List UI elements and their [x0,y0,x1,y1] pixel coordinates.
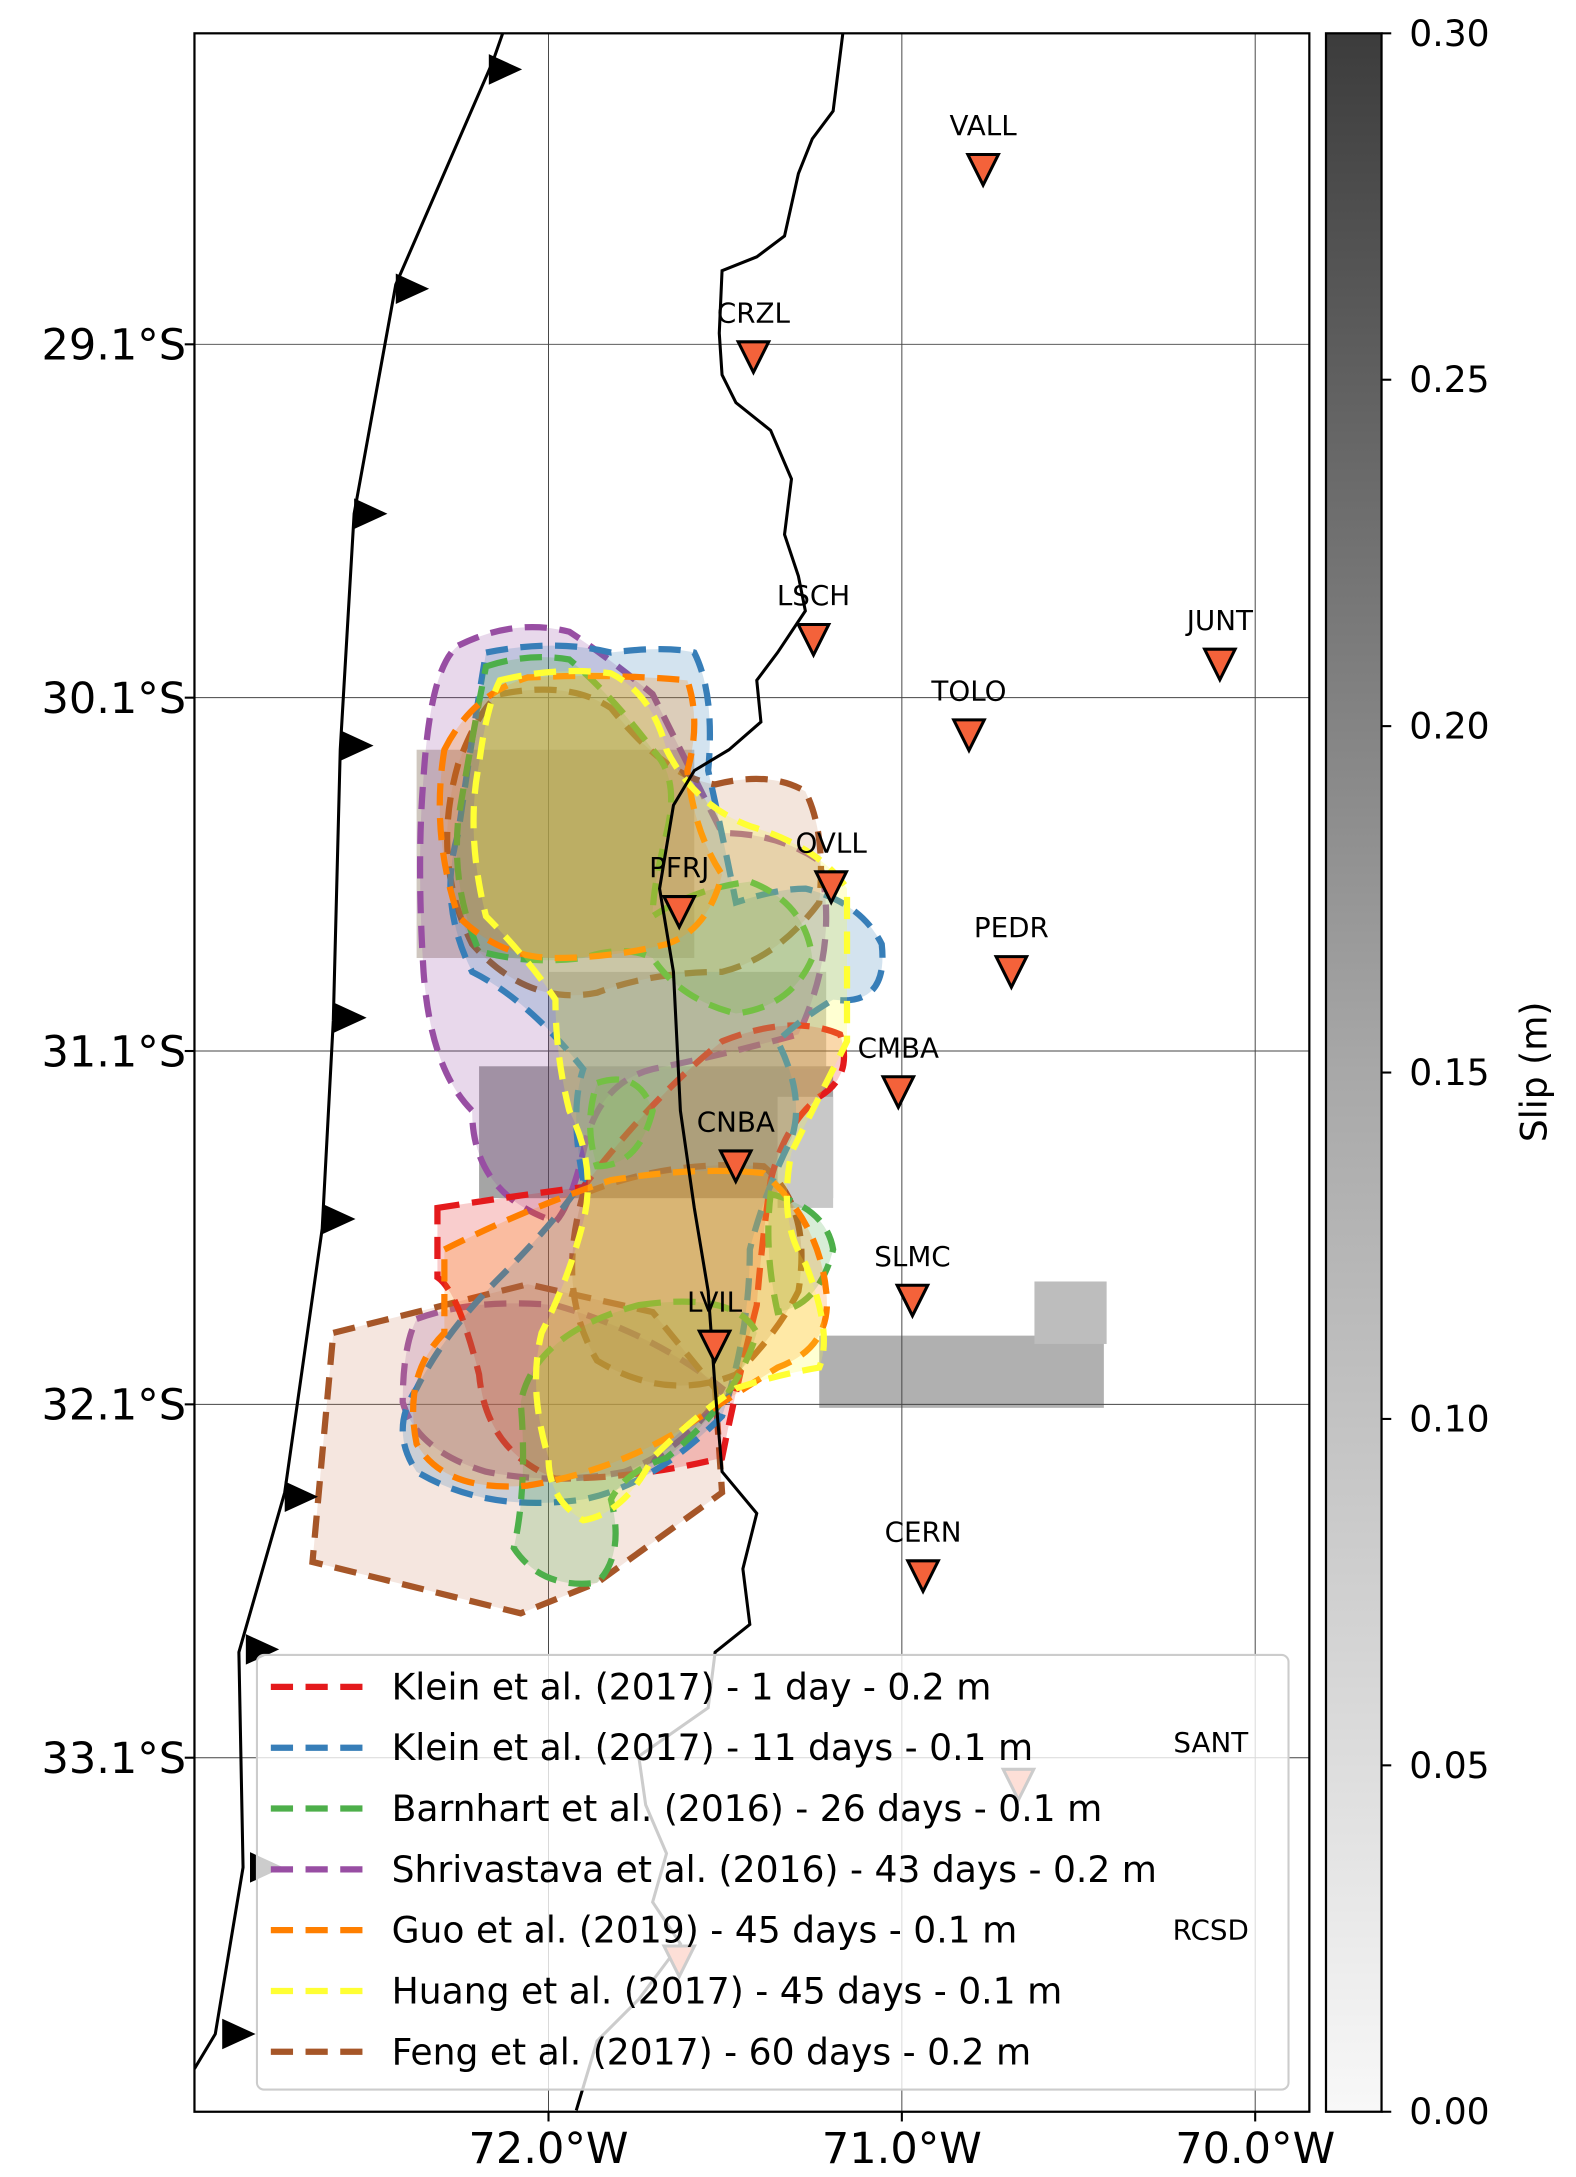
colorbar-tick-label: 0.00 [1409,2091,1489,2133]
trench-tooth [354,498,388,529]
axis-ticks: 72.0°W 71.0°W 70.0°W 29.1°S 30.1°S 31.1°S 32.1… [41,321,1335,2175]
station-label: CRZL [717,296,791,329]
trench-tooth [340,730,374,761]
legend-entry: Barnhart et al. (2016) - 26 days - 0.1 m [270,1788,1103,1830]
legend-label: Guo et al. (2019) - 45 days - 0.1 m [392,1910,1018,1952]
station-marker-icon [1202,647,1238,684]
y-tick-label: 29.1°S [41,321,186,371]
legend-label: Feng et al. (2017) - 60 days - 0.2 m [392,2031,1031,2073]
trench-tooth [488,54,523,85]
contour-klein-11days [399,642,886,1506]
colorbar-tick-label: 0.05 [1409,1745,1489,1787]
station-label: CERN [885,1515,962,1548]
station-marker-icon [696,1329,733,1366]
station-marker-icon [880,1075,917,1111]
colorbar-gradient [1324,32,1383,2113]
station-marker-icon [965,152,1001,189]
station-pfrj: PFRJ [649,851,709,931]
station-marker-icon [795,622,832,659]
station-marker-icon [813,870,849,906]
contour-huang [470,667,851,1524]
legend-label: Huang et al. (2017) - 45 days - 0.1 m [392,1970,1063,2012]
station-ovll: OVLL [796,826,868,906]
station-cnba: CNBA [697,1106,775,1185]
trench-tooth [395,273,430,305]
station-lvil: LVIL [687,1286,743,1366]
colorbar-tick-label: 0.15 [1409,1052,1489,1094]
map-frame [193,32,1311,2113]
station-label: LSCH [777,579,850,612]
station-marker-icon [718,1149,754,1185]
contour-shrivastava [416,624,830,1226]
trench-tooth [245,1634,280,1665]
station-junt: JUNT [1185,604,1254,684]
station-slmc: SLMC [874,1240,951,1320]
station-vall: VALL [950,109,1018,189]
station-marker-icon [993,955,1030,991]
station-cern: CERN [885,1515,962,1595]
contour-feng-south [309,1281,726,1617]
contour-barnhart [453,654,837,1587]
station-marker-icon [905,1559,941,1595]
station-label: SLMC [874,1240,950,1273]
legend-label: Klein et al. (2017) - 11 days - 0.1 m [392,1727,1034,1769]
contour-feng-north [444,686,825,999]
slip-contours [309,624,886,1617]
legend-entry: Guo et al. (2019) - 45 days - 0.1 m [270,1910,1018,1952]
trench-tooth [333,1002,367,1033]
colorbar-tick-label: 0.30 [1409,13,1489,55]
colorbar-tick-label: 0.20 [1409,706,1489,748]
y-tick-label: 32.1°S [41,1381,186,1431]
station-marker-icon [951,718,987,754]
colorbar: 0.00 0.05 0.10 0.15 0.20 0.25 0.30 Slip (m) [1324,13,1556,2133]
legend: Klein et al. (2017) - 1 day - 0.2 m Klein… [255,1653,1290,2091]
x-tick-label: 71.0°W [822,2124,982,2174]
station-tolo: TOLO [930,674,1007,754]
trench-tooth [322,1203,356,1235]
station-pedr: PEDR [974,911,1049,991]
legend-label: Shrivastava et al. (2016) - 43 days - 0.… [392,1849,1157,1891]
station-crzl: CRZL [717,296,791,376]
contour-guo [410,672,831,1490]
station-lsch: LSCH [777,579,850,659]
legend-entry: Klein et al. (2017) - 1 day - 0.2 m [270,1666,992,1708]
legend-entry: Klein et al. (2017) - 11 days - 0.1 m [270,1727,1034,1769]
legend-entry: Huang et al. (2017) - 45 days - 0.1 m [270,1970,1063,2012]
legend-entry: Shrivastava et al. (2016) - 43 days - 0.… [270,1849,1157,1891]
station-cmba: CMBA [858,1031,939,1111]
y-tick-label: 33.1°S [41,1734,186,1784]
legend-label: Klein et al. (2017) - 1 day - 0.2 m [392,1666,992,1708]
station-labels-over-legend: SANT RCSD [1173,1726,1250,1946]
station-marker-icon [894,1283,931,1320]
trench-tooth [284,1481,319,1512]
colorbar-tick-label: 0.25 [1409,359,1489,401]
colorbar-tick-label: 0.10 [1409,1398,1489,1440]
station-label: OVLL [796,826,868,859]
station-label: SANT [1173,1726,1249,1759]
x-tick-label: 70.0°W [1175,2124,1335,2174]
station-label: CMBA [858,1031,939,1064]
station-marker-icon [661,895,697,931]
station-label: PFRJ [649,851,709,884]
y-tick-label: 31.1°S [41,1027,186,1077]
station-label: VALL [950,109,1018,142]
station-label: PEDR [974,911,1049,944]
colorbar-label: Slip (m) [1514,1002,1556,1143]
station-label: JUNT [1185,604,1254,637]
y-tick-label: 30.1°S [41,674,186,724]
station-label: CNBA [697,1106,775,1139]
station-label: LVIL [687,1286,743,1319]
station-marker-icon [735,340,772,376]
station-label: RCSD [1173,1914,1249,1947]
legend-label: Barnhart et al. (2016) - 26 days - 0.1 m [392,1788,1103,1830]
station-label: TOLO [930,674,1006,707]
legend-entry: Feng et al. (2017) - 60 days - 0.2 m [270,2031,1031,2073]
trench-tooth [222,2018,256,2050]
x-tick-label: 72.0°W [469,2124,629,2174]
